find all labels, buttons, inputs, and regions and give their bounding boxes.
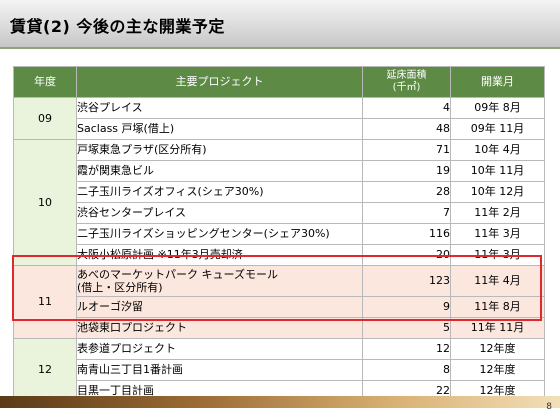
opening-cell: 11年 4月 (450, 265, 545, 297)
area-cell: 28 (362, 181, 451, 203)
page-number: 8 (546, 402, 552, 412)
area-cell: 9 (362, 296, 451, 318)
area-cell: 7 (362, 202, 451, 224)
table-row: ルオーゴ汐留 9 11年 8月 (14, 296, 545, 318)
opening-cell: 11年 3月 (450, 244, 545, 266)
area-cell: 8 (362, 359, 451, 381)
year-cell-12: 12 (13, 338, 77, 402)
table-row: 大阪小松原計画 ※11年3月売却済 20 11年 3月 (14, 244, 545, 266)
project-cell: 二子玉川ライズショッピングセンター(シェア30%) (76, 223, 363, 245)
page-title: 賃貸(2) 今後の主な開業予定 (10, 17, 225, 36)
header-opening: 開業月 (450, 66, 545, 98)
table-row: Saclass 戸塚(借上) 48 09年 11月 (14, 118, 545, 140)
area-cell: 71 (362, 139, 451, 161)
table-header-row: 年度 主要プロジェクト 延床面積 (千㎡) 開業月 (13, 66, 545, 98)
area-cell: 48 (362, 118, 451, 140)
area-cell: 12 (362, 338, 451, 360)
slide-header: 賃貸(2) 今後の主な開業予定 (0, 0, 560, 49)
opening-cell: 09年 8月 (450, 97, 545, 119)
opening-cell: 12年度 (450, 359, 545, 381)
project-cell: 池袋東口プロジェクト (76, 317, 363, 339)
header-year: 年度 (13, 66, 77, 98)
header-area-line2: (千㎡) (392, 82, 421, 93)
project-cell: ルオーゴ汐留 (76, 296, 363, 318)
header-area: 延床面積 (千㎡) (362, 66, 451, 98)
table-row: 二子玉川ライズショッピングセンター(シェア30%) 116 11年 3月 (14, 223, 545, 245)
project-cell: 二子玉川ライズオフィス(シェア30%) (76, 181, 363, 203)
header-rule (0, 47, 560, 49)
project-cell: 大阪小松原計画 ※11年3月売却済 (76, 244, 363, 266)
opening-cell: 11年 11月 (450, 317, 545, 339)
year-cell-11: 11 (13, 265, 77, 339)
opening-cell: 10年 11月 (450, 160, 545, 182)
project-cell: 南青山三丁目1番計画 (76, 359, 363, 381)
opening-cell: 12年度 (450, 338, 545, 360)
year-cell-10: 10 (13, 139, 77, 266)
project-cell: あべのマーケットパーク キューズモール (借上・区分所有) (76, 265, 363, 297)
opening-cell: 10年 12月 (450, 181, 545, 203)
project-cell: 戸塚東急プラザ(区分所有) (76, 139, 363, 161)
header-area-line1: 延床面積 (386, 70, 427, 81)
area-cell: 19 (362, 160, 451, 182)
area-cell: 116 (362, 223, 451, 245)
opening-cell: 10年 4月 (450, 139, 545, 161)
opening-cell: 11年 2月 (450, 202, 545, 224)
footer-bar (0, 396, 560, 408)
table-row: 霞が関東急ビル 19 10年 11月 (14, 160, 545, 182)
table-row: 南青山三丁目1番計画 8 12年度 (14, 359, 545, 381)
year-cell-09: 09 (13, 97, 77, 140)
area-cell: 123 (362, 265, 451, 297)
area-cell: 20 (362, 244, 451, 266)
project-cell: 渋谷プレイス (76, 97, 363, 119)
project-cell: 渋谷センタープレイス (76, 202, 363, 224)
opening-cell: 09年 11月 (450, 118, 545, 140)
project-cell-line1: あべのマーケットパーク キューズモール (77, 268, 278, 281)
table-row: 11 あべのマーケットパーク キューズモール (借上・区分所有) 123 11年… (13, 265, 545, 339)
project-cell: 霞が関東急ビル (76, 160, 363, 182)
project-cell: Saclass 戸塚(借上) (76, 118, 363, 140)
header-project: 主要プロジェクト (76, 66, 363, 98)
table-row: 池袋東口プロジェクト 5 11年 11月 (14, 317, 545, 339)
opening-cell: 11年 3月 (450, 223, 545, 245)
table-row: 09 渋谷プレイス 4 09年 8月 (13, 97, 545, 140)
area-cell: 5 (362, 317, 451, 339)
area-cell: 4 (362, 97, 451, 119)
project-cell-line2: (借上・区分所有) (77, 281, 163, 294)
project-cell: 表参道プロジェクト (76, 338, 363, 360)
opening-cell: 11年 8月 (450, 296, 545, 318)
opening-schedule-table: 年度 主要プロジェクト 延床面積 (千㎡) 開業月 09 渋谷プレイス 4 09… (13, 66, 545, 402)
table-row: 12 表参道プロジェクト 12 12年度 (13, 338, 545, 402)
table-row: 10 戸塚東急プラザ(区分所有) 71 10年 4月 (13, 139, 545, 266)
table-row: 渋谷センタープレイス 7 11年 2月 (14, 202, 545, 224)
table-row: 二子玉川ライズオフィス(シェア30%) 28 10年 12月 (14, 181, 545, 203)
